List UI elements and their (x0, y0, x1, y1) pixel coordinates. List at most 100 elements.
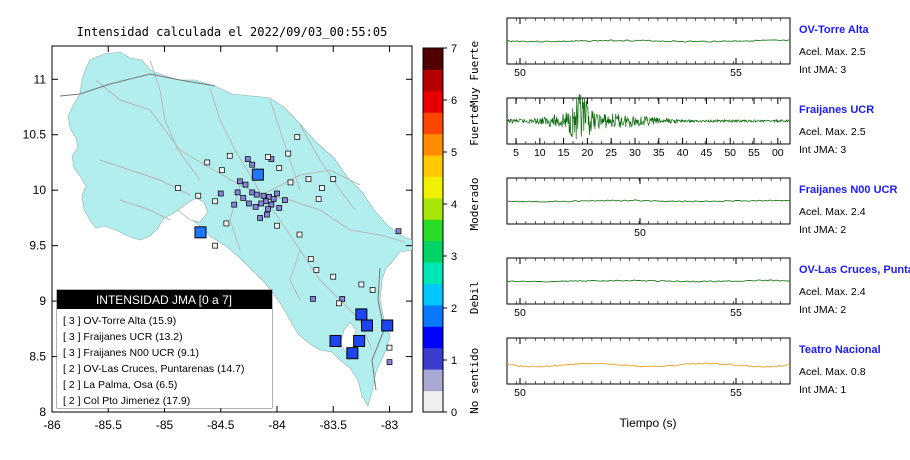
station-marker (381, 319, 394, 332)
y-tick-label: 10 (33, 183, 47, 197)
station-marker (276, 205, 283, 211)
colorbar-segment (423, 347, 443, 370)
station-marker (217, 190, 224, 197)
colorbar-segment (423, 304, 443, 327)
colorbar-tick-label: 4 (451, 199, 457, 211)
y-tick-label: 10.5 (23, 128, 47, 142)
station-marker (313, 267, 320, 273)
colorbar-category-label: Muy Fuerte (468, 41, 481, 107)
station-marker (240, 195, 247, 201)
station-marker (287, 179, 294, 186)
map-title: Intensidad calculada el 2022/09/03_00:55… (77, 25, 388, 39)
colorbar-segment (423, 262, 443, 285)
legend-item: [ 3 ] Fraijanes UCR (13.2) (63, 331, 183, 343)
station-marker (346, 347, 359, 360)
legend-item: [ 2 ] La Palma, Osa (6.5) (63, 379, 177, 391)
station-marker (330, 176, 337, 182)
legend-body (57, 309, 272, 408)
colorbar-segment (423, 112, 443, 135)
colorbar-segment (423, 133, 443, 156)
station-marker (282, 197, 288, 204)
station-marker (265, 154, 271, 160)
legend-items: [ 3 ] OV-Torre Alta (15.9) [ 3 ] Fraijane… (63, 315, 245, 407)
station-marker (212, 198, 218, 205)
legend-item: [ 2 ] OV-Las Cruces, Puntarenas (14.7) (63, 363, 245, 375)
station-marker (194, 226, 207, 239)
colorbar-segment (423, 240, 443, 263)
colorbar-tick-label: 0 (451, 407, 457, 419)
station-marker (319, 185, 325, 191)
station-marker (212, 242, 218, 249)
station-marker (339, 296, 346, 302)
station-marker (386, 344, 393, 351)
colorbar-gradient (423, 48, 443, 413)
station-marker (310, 296, 316, 302)
y-tick-label: 9 (39, 294, 46, 308)
station-marker (294, 134, 301, 140)
colorbar-frame (422, 47, 444, 413)
station-marker (307, 256, 314, 262)
intensity-legend: INTENSIDAD JMA [0 a 7] [ 3 ] OV-Torre Al… (56, 289, 273, 409)
y-tick-label: 9.5 (29, 239, 46, 253)
colorbar-segment (423, 155, 443, 177)
station-marker (242, 181, 249, 188)
station-marker (258, 200, 265, 207)
station-marker (195, 192, 202, 199)
colorbar-tick-label: 6 (451, 95, 457, 107)
station-marker (369, 287, 376, 293)
colorbar-category-label: Debil (468, 281, 481, 314)
station-marker (257, 215, 263, 221)
station-marker (234, 189, 241, 196)
station-marker (274, 190, 280, 197)
station-marker (252, 203, 259, 210)
station-marker (231, 201, 238, 208)
map-axis-ticks: -86 -85.5 -85 -84.5 -84 -83.5 -83 11 10.5 10 9.5 9 8… (23, 46, 412, 432)
station-marker (358, 281, 365, 288)
x-tick-label: -84.5 (207, 418, 235, 432)
station-marker (296, 231, 303, 238)
station-marker (330, 273, 337, 280)
station-marker (219, 167, 225, 174)
y-tick-label: 8.5 (29, 350, 46, 364)
station-marker (253, 191, 260, 198)
station-marker (361, 319, 373, 332)
station-marker (386, 359, 393, 365)
station-marker (268, 201, 275, 208)
station-marker (226, 152, 233, 159)
legend-item: [ 3 ] Fraijanes N00 UCR (9.1) (63, 347, 199, 359)
legend-item: [ 3 ] OV-Torre Alta (15.9) (63, 315, 176, 327)
station-marker (260, 192, 267, 199)
station-marker (276, 165, 283, 171)
station-marker (274, 222, 280, 229)
station-marker (204, 159, 211, 166)
road-network (95, 59, 406, 351)
colorbar-segment (423, 176, 443, 199)
x-tick-label: -83 (381, 418, 399, 432)
station-marker (251, 168, 264, 181)
station-marker (265, 206, 271, 212)
station-marker (249, 161, 256, 168)
station-marker (223, 220, 230, 227)
station-marker (244, 156, 251, 162)
colorbar-segment (423, 69, 443, 92)
x-tick-label: -85.5 (95, 418, 123, 432)
legend-item: [ 2 ] Col Pto Jimenez (17.9) (63, 395, 190, 407)
x-tick-label: -86 (43, 418, 61, 432)
station-marker (285, 150, 292, 157)
colorbar-segment (423, 326, 443, 349)
colorbar-tick-label: 7 (451, 43, 457, 55)
colorbar-segment (423, 369, 443, 392)
x-tick-label: -84 (268, 418, 286, 432)
border-nicaragua (59, 73, 216, 97)
station-marker (395, 228, 402, 235)
colorbar-segment (423, 90, 443, 113)
colorbar-segment (423, 283, 443, 306)
x-tick-label: -85 (156, 418, 174, 432)
legend-title: INTENSIDAD JMA [0 a 7] (96, 293, 232, 307)
y-tick-label: 8 (39, 405, 46, 419)
colorbar-segment (423, 390, 443, 413)
colorbar-tick-label: 5 (451, 147, 457, 159)
colorbar-tick-label: 1 (451, 355, 457, 367)
